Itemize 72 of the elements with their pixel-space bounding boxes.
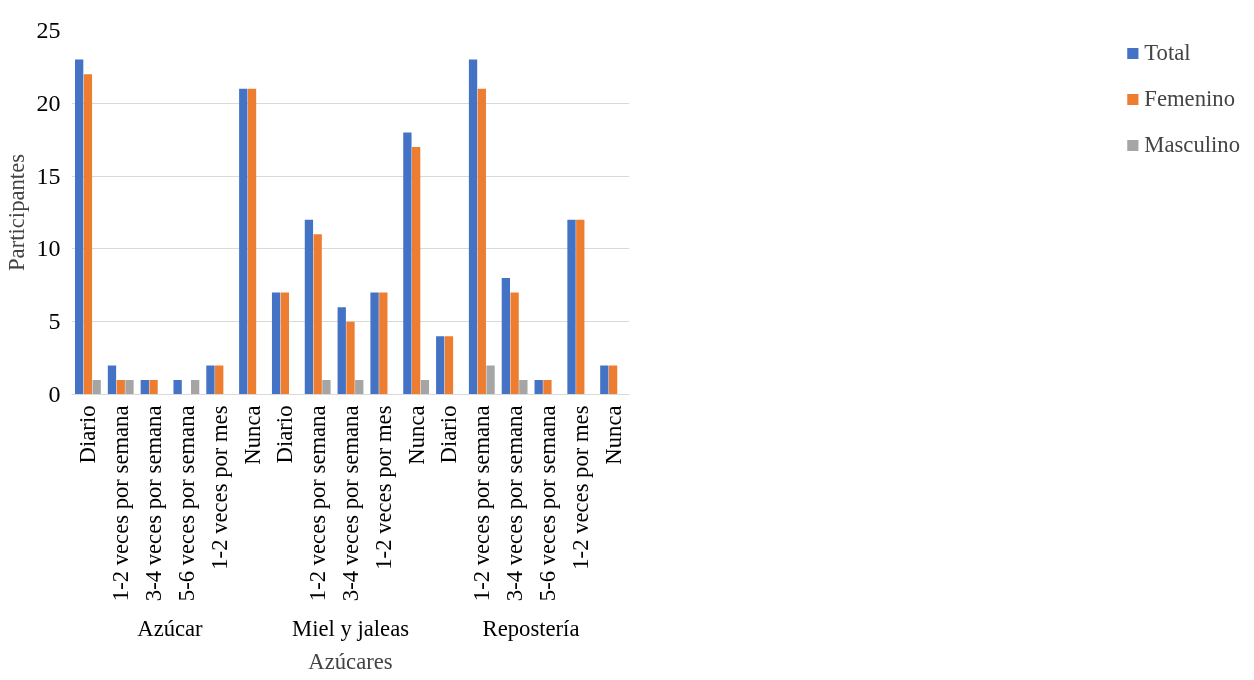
bar <box>543 379 552 395</box>
bar <box>107 365 117 395</box>
bar <box>149 379 158 395</box>
x-tick-label: 1-2 veces por semana <box>469 405 495 602</box>
x-tick-label: Diario <box>75 405 101 464</box>
bar <box>468 59 478 395</box>
bar <box>486 365 495 395</box>
bar <box>322 379 331 395</box>
y-tick-label: 20 <box>36 89 61 116</box>
x-tick-label: 3-4 veces por semana <box>141 405 167 602</box>
x-tick-label: 1-2 veces por mes <box>206 405 232 570</box>
text: Miel y jaleas <box>291 615 410 641</box>
y-axis-title: Participantes <box>3 153 29 272</box>
x-tick-label: 1-2 veces por semana <box>108 405 134 602</box>
bar <box>501 278 511 395</box>
x-tick-label: 3-4 veces por semana <box>338 405 363 602</box>
bar <box>600 365 609 395</box>
x-tick-label: Diario <box>436 405 462 464</box>
bar <box>280 292 290 395</box>
bar <box>271 292 281 395</box>
bar <box>534 379 543 395</box>
x-tick-label: 1-2 veces por mes <box>370 405 396 570</box>
bar <box>477 88 486 395</box>
x-tick-label: 1-2 veces por mes <box>567 405 593 570</box>
bar <box>608 365 618 395</box>
x-axis-title: Azúcares <box>308 648 393 674</box>
bar <box>190 379 200 395</box>
bar <box>444 336 454 395</box>
bar <box>116 379 125 395</box>
y-tick-label: 25 <box>36 17 61 43</box>
x-tick-label: Nunca <box>600 405 626 465</box>
bar <box>247 88 257 395</box>
bar <box>337 307 346 395</box>
text: Repostería <box>482 615 580 641</box>
y-tick-label: 10 <box>36 235 61 262</box>
x-tick-label: Diario <box>272 405 298 464</box>
x-tick-label: 1-2 veces por semana <box>305 405 331 602</box>
legend-label: Masculino <box>1144 132 1240 158</box>
bar <box>92 379 101 395</box>
bar <box>519 379 528 395</box>
legend-label: Femenino <box>1144 86 1235 112</box>
x-tick-label: Nunca <box>403 405 429 465</box>
bar <box>173 379 182 395</box>
bar <box>140 379 149 395</box>
bar <box>403 132 412 395</box>
bar <box>370 292 379 395</box>
bar <box>304 219 314 395</box>
bar <box>576 219 585 395</box>
x-tick-label: 5-6 veces por semana <box>173 405 199 602</box>
bar <box>239 88 248 395</box>
y-tick-label: 0 <box>48 381 61 407</box>
legend-label: Total <box>1144 40 1191 66</box>
x-tick-label: 5-6 veces por semana <box>534 405 560 602</box>
bar <box>379 292 388 395</box>
bar <box>420 379 430 395</box>
bar <box>215 365 224 395</box>
bar <box>125 379 134 395</box>
y-tick-label: 15 <box>36 162 61 189</box>
y-tick-label: 5 <box>48 308 61 335</box>
bar <box>510 292 519 395</box>
bar <box>436 336 445 395</box>
bar <box>206 365 215 395</box>
bar <box>346 321 355 395</box>
x-tick-label: Nunca <box>239 405 265 465</box>
bar <box>83 74 93 395</box>
bar <box>567 219 576 395</box>
bar <box>313 234 322 395</box>
bar <box>75 59 84 395</box>
x-tick-label: 3-4 veces por semana <box>502 405 528 602</box>
text: Azúcar <box>137 615 204 641</box>
bar <box>411 146 421 395</box>
bar <box>355 379 364 395</box>
